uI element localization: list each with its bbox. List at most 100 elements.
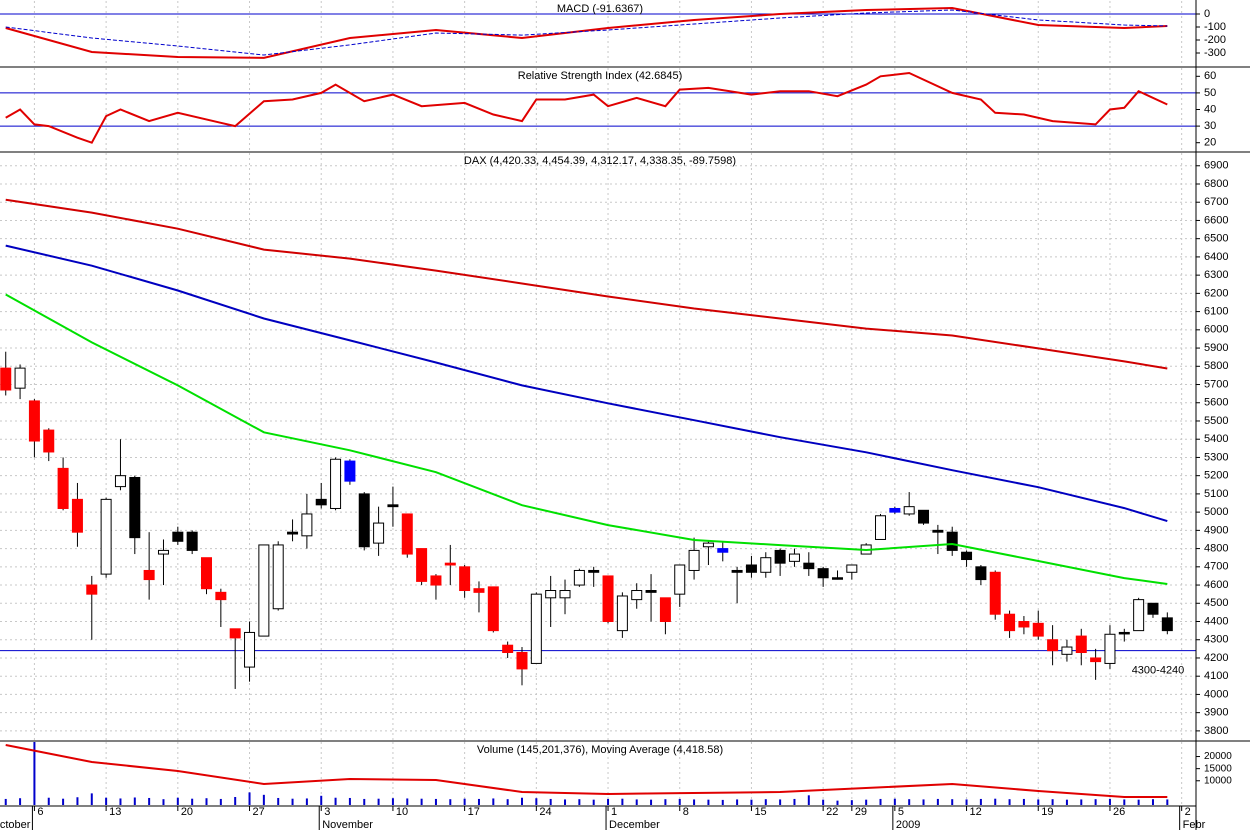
candle-body xyxy=(616,595,628,632)
y-tick-label: 6100 xyxy=(1204,306,1228,318)
y-tick-label: 20 xyxy=(1204,137,1216,149)
volume-bar xyxy=(549,798,552,805)
y-tick-label: 4500 xyxy=(1204,597,1228,609)
volume-bar xyxy=(1065,799,1068,805)
candle-body xyxy=(416,548,428,582)
candle-body xyxy=(631,590,643,601)
x-tick-label: 20 xyxy=(181,806,193,818)
month-label: Febr xyxy=(1183,819,1206,830)
volume-bar xyxy=(320,795,323,805)
candle-body xyxy=(702,542,714,548)
candle-body xyxy=(545,590,557,599)
candle-body xyxy=(903,506,915,515)
candle-body xyxy=(387,504,399,508)
candle-body xyxy=(86,584,98,595)
volume-bar xyxy=(707,799,710,805)
series-line xyxy=(5,198,1168,370)
candle-body xyxy=(229,628,241,639)
candle-body xyxy=(717,548,729,553)
series-line xyxy=(5,244,1168,523)
candle-body xyxy=(659,597,671,623)
candle-body xyxy=(731,569,743,573)
panel-title: DAX (4,420.33, 4,454.39, 4,312.17, 4,338… xyxy=(464,155,736,167)
volume-bar xyxy=(994,798,997,805)
candle-body xyxy=(1133,599,1145,632)
volume-bar xyxy=(305,798,308,805)
volume-bar xyxy=(1051,799,1054,805)
volume-bar xyxy=(1166,799,1169,805)
x-tick-label: 26 xyxy=(1113,806,1125,818)
volume-bar xyxy=(807,795,810,805)
volume-bar xyxy=(492,798,495,805)
y-tick-label: 6300 xyxy=(1204,269,1228,281)
volume-bar xyxy=(19,798,22,805)
x-tick-label: 12 xyxy=(970,806,982,818)
x-tick-label: 10 xyxy=(396,806,408,818)
candle-body xyxy=(975,566,987,581)
candle-body xyxy=(430,575,442,586)
volume-bar xyxy=(578,799,581,805)
volume-bar xyxy=(4,798,7,805)
candle-body xyxy=(301,513,313,537)
candle-body xyxy=(1118,631,1130,635)
y-tick-label: 5100 xyxy=(1204,488,1228,500)
candle-body xyxy=(487,586,499,632)
y-tick-label: 20000 xyxy=(1204,751,1232,762)
candle-body xyxy=(961,551,973,561)
volume-bar xyxy=(592,799,595,805)
volume-bar xyxy=(664,799,667,805)
y-tick-label: 3800 xyxy=(1204,725,1228,737)
candle-body xyxy=(157,549,169,555)
panel-title: Volume (145,201,376), Moving Average (4,… xyxy=(477,744,723,756)
y-tick-label: 5400 xyxy=(1204,433,1228,445)
candle-body xyxy=(1004,613,1016,632)
candle-body xyxy=(588,569,600,573)
volume-bar xyxy=(463,798,466,805)
volume-bar xyxy=(908,799,911,805)
x-tick-label: 5 xyxy=(898,806,904,818)
volume-bar xyxy=(951,799,954,805)
y-tick-label: 6200 xyxy=(1204,287,1228,299)
month-label: December xyxy=(609,819,660,830)
volume-bar xyxy=(520,797,523,805)
volume-bar xyxy=(721,799,724,805)
y-tick-label: 5700 xyxy=(1204,378,1228,390)
y-tick-label: 6500 xyxy=(1204,233,1228,245)
x-tick-label: 19 xyxy=(1041,806,1053,818)
y-tick-label: 5600 xyxy=(1204,397,1228,409)
x-tick-label: 29 xyxy=(855,806,867,818)
series-line xyxy=(5,71,1168,144)
volume-bar xyxy=(205,798,208,805)
y-tick-label: 3900 xyxy=(1204,707,1228,719)
volume-bar xyxy=(850,800,853,805)
y-tick-label: 40 xyxy=(1204,103,1216,115)
volume-bar xyxy=(1108,798,1111,805)
candle-body xyxy=(602,575,614,623)
candle-body xyxy=(846,564,858,573)
candle-body xyxy=(100,498,112,575)
y-tick-label: 60 xyxy=(1204,70,1216,82)
candle-body xyxy=(28,400,40,442)
candle-body xyxy=(330,458,342,509)
candle-body xyxy=(258,544,270,637)
y-tick-label: 30 xyxy=(1204,120,1216,132)
y-tick-label: 4000 xyxy=(1204,688,1228,700)
y-tick-label: -200 xyxy=(1204,34,1226,46)
candle-body xyxy=(1061,646,1073,655)
candle-body xyxy=(831,577,843,580)
candle-body xyxy=(143,569,155,581)
volume-bar xyxy=(922,799,925,805)
candle-body xyxy=(875,515,887,540)
volume-bar xyxy=(434,798,437,805)
x-tick-label: 8 xyxy=(683,806,689,818)
candle-body xyxy=(674,564,686,595)
candle-body xyxy=(201,557,213,590)
y-tick-label: 4300 xyxy=(1204,634,1228,646)
x-tick-label: 1 xyxy=(611,806,617,818)
candle-body xyxy=(1032,622,1044,637)
y-tick-label: -300 xyxy=(1204,47,1226,59)
volume-bar xyxy=(822,799,825,805)
volume-bar xyxy=(879,798,882,805)
y-tick-label: 5200 xyxy=(1204,470,1228,482)
volume-bar xyxy=(1080,799,1083,805)
